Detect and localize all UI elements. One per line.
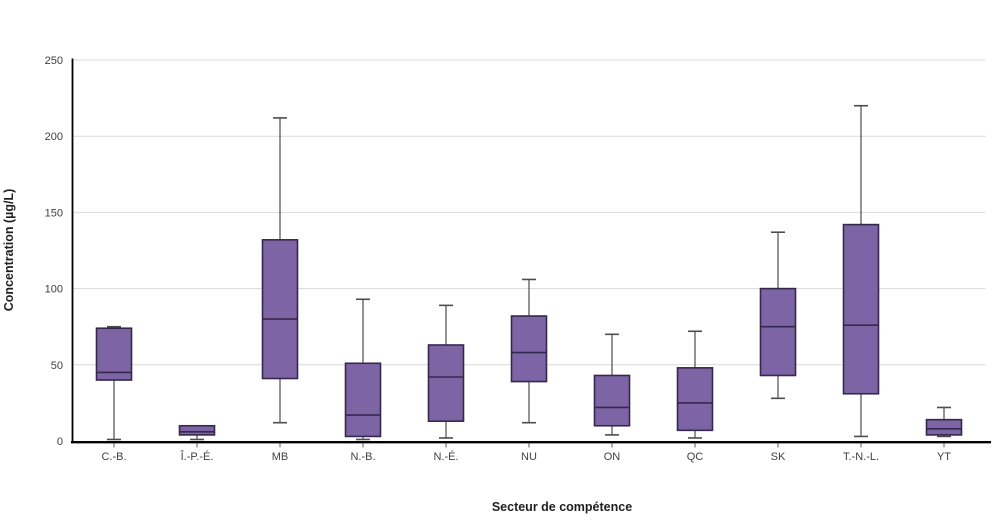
box-Î.-P.-É. bbox=[178, 424, 216, 436]
x-tick-label: YT bbox=[937, 451, 951, 463]
axes-group bbox=[71, 58, 991, 448]
x-tick-label: MB bbox=[272, 451, 289, 463]
y-axis-title: Concentration (µg/L) bbox=[2, 189, 16, 311]
x-tick-label: T.-N.-L. bbox=[843, 451, 879, 463]
box-SK bbox=[759, 287, 797, 377]
box-ON bbox=[593, 374, 631, 427]
box-T.-N.-L. bbox=[842, 223, 880, 395]
y-tick-label: 150 bbox=[45, 207, 63, 219]
x-tick-label: C.-B. bbox=[101, 451, 126, 463]
y-tick-label: 100 bbox=[45, 284, 63, 296]
y-tick-label: 250 bbox=[45, 55, 63, 67]
box-N.-B. bbox=[344, 362, 382, 438]
x-tick-label: SK bbox=[771, 451, 786, 463]
y-tick-label: 50 bbox=[51, 360, 63, 372]
x-tick-label: NU bbox=[521, 451, 537, 463]
axis-labels-group: 0 50 100 150 200 250 C.-B. Î.-P.-É. MB N.-B. N.-É.… bbox=[45, 55, 952, 463]
box-NU bbox=[510, 315, 548, 383]
box-C.-B. bbox=[95, 327, 133, 381]
x-tick-label: ON bbox=[604, 451, 621, 463]
x-tick-label: N.-B. bbox=[350, 451, 375, 463]
x-tick-label: N.-É. bbox=[433, 450, 458, 463]
box-MB bbox=[261, 239, 299, 380]
x-tick-label: Î.-P.-É. bbox=[180, 450, 214, 463]
x-axis-title: Secteur de compétence bbox=[492, 500, 632, 514]
y-tick-label: 200 bbox=[45, 131, 63, 143]
box-N.-É. bbox=[427, 344, 465, 422]
box-QC bbox=[676, 367, 714, 432]
boxplot-series-group bbox=[95, 104, 963, 441]
box-YT bbox=[925, 418, 963, 436]
y-tick-label: 0 bbox=[57, 436, 63, 448]
gridlines-group bbox=[73, 59, 986, 366]
x-tick-label: QC bbox=[687, 451, 704, 463]
